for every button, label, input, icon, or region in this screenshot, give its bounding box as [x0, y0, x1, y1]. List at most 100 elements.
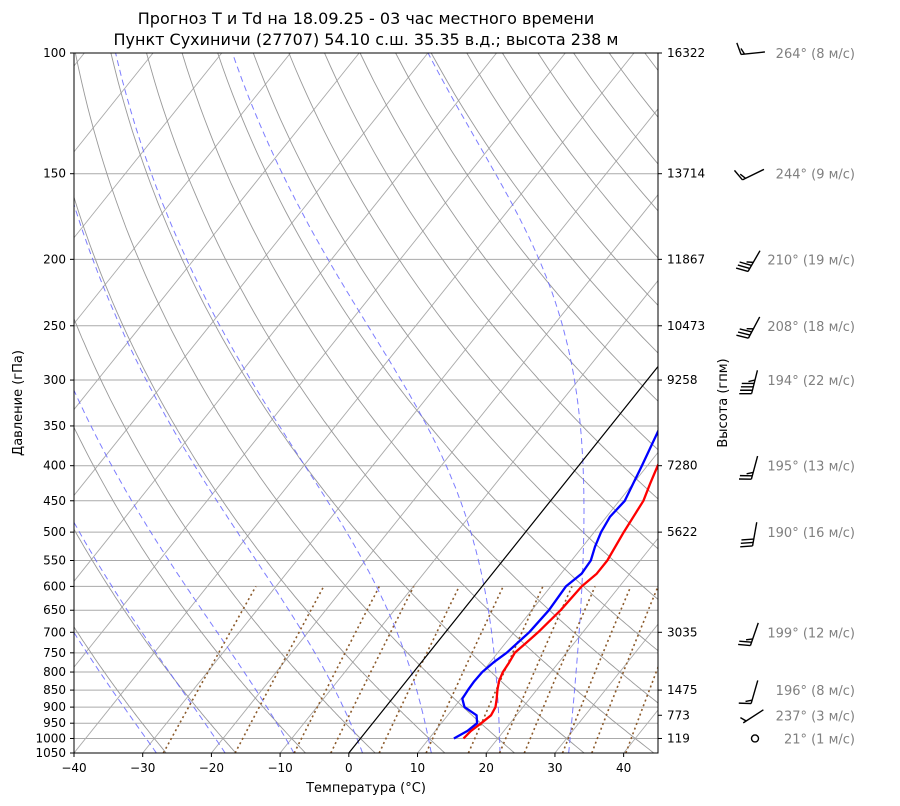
wind-label: 264° (8 м/с) — [776, 47, 855, 62]
dewpoint-profile-line — [453, 428, 658, 740]
isotherm-line — [74, 53, 566, 668]
wind-barb-stem — [749, 622, 759, 646]
moist-adiabat-line — [115, 53, 432, 753]
mixing-ratio-lines — [162, 586, 658, 753]
height-tick-label: 9258 — [667, 373, 698, 387]
pressure-tick-label: 850 — [43, 683, 66, 697]
dry-adiabat-line — [74, 528, 237, 753]
wind-barb-stem — [742, 709, 764, 724]
pressure-tick-label: 1000 — [35, 731, 66, 745]
height-tick-label: 1475 — [667, 683, 698, 697]
dry-adiabat-line — [110, 53, 585, 753]
wind-barb-feather — [739, 328, 752, 333]
moist-adiabat-line — [231, 53, 501, 753]
dry-adiabat-line — [288, 53, 658, 550]
wind-barb-feather — [733, 169, 743, 181]
pressure-tick-label: 100 — [43, 46, 66, 60]
dry-adiabat-line — [181, 53, 658, 704]
height-tick-label: 3035 — [667, 625, 698, 639]
pressure-tick-label: 800 — [43, 665, 66, 679]
moist-adiabat-line — [74, 389, 295, 753]
pressure-tick-label: 650 — [43, 603, 66, 617]
mixing-ratio-line — [162, 586, 257, 753]
pressure-tick-label: 350 — [43, 419, 66, 433]
wind-label: 21° (1 м/с) — [784, 732, 855, 747]
plot-area — [74, 53, 658, 753]
wind-barb-stem — [750, 680, 759, 704]
dry-adiabat-line — [359, 53, 658, 451]
wind-barb-feather — [736, 334, 749, 339]
isotherm-line — [417, 451, 658, 753]
height-tick-label: 5622 — [667, 525, 698, 539]
wind-barb-stem — [747, 250, 761, 272]
wind-barb-feather — [745, 638, 753, 641]
wind-barb-stem — [741, 51, 766, 56]
x-tick-label: 0 — [345, 761, 353, 775]
wind-barb-feather — [738, 643, 751, 647]
wind-barb-feather — [739, 173, 746, 179]
wind-label: 190° (16 м/с) — [767, 526, 855, 541]
dry-adiabat-line — [74, 195, 446, 753]
mixing-ratio-line — [625, 665, 658, 753]
wind-barb-stem — [750, 455, 759, 480]
wind-label: 196° (8 м/с) — [776, 684, 855, 699]
pressure-tick-label: 550 — [43, 554, 66, 568]
isotherm-line — [74, 53, 497, 582]
wind-barbs: 264° (8 м/с) 244° (9 м/с) 210° (19 м/с) 208… — [733, 42, 855, 747]
mixing-ratio-line — [378, 586, 460, 753]
height-tick-label: 13714 — [667, 167, 705, 181]
isotherm-line — [485, 537, 658, 753]
isotherm-line — [74, 53, 360, 411]
isotherm-line — [74, 53, 223, 239]
wind-label: 210° (19 м/с) — [767, 253, 855, 268]
x-tick-label: −40 — [61, 761, 86, 775]
wind-barb-stem — [750, 370, 759, 394]
isotherm-line — [554, 623, 658, 753]
wind-barb-feather — [737, 331, 751, 336]
dry-adiabat-line — [395, 53, 658, 402]
dry-adiabat-line — [252, 53, 658, 600]
height-tick-label: 119 — [667, 731, 690, 745]
wind-barb-feather — [740, 48, 746, 55]
pressure-tick-label: 1050 — [35, 746, 66, 760]
dry-adiabat-line — [74, 317, 376, 753]
wind-barb-feather — [741, 538, 754, 541]
wind-label: 208° (18 м/с) — [767, 320, 855, 335]
isotherm-line — [74, 53, 291, 325]
wind-label: 194° (22 м/с) — [767, 374, 855, 389]
x-tick-label: 30 — [547, 761, 562, 775]
pressure-tick-label: 200 — [43, 252, 66, 266]
x-tick-label: −30 — [130, 761, 155, 775]
wind-label: 199° (12 м/с) — [767, 626, 855, 641]
pressure-tick-label: 900 — [43, 700, 66, 714]
pressure-tick-label: 750 — [43, 646, 66, 660]
y-axis-label: Давление (гПа) — [11, 350, 26, 456]
dry-adiabat-line — [217, 53, 658, 652]
pressure-tick-label: 600 — [43, 579, 66, 593]
dry-adiabat-line — [324, 53, 658, 500]
x-tick-label: −20 — [199, 761, 224, 775]
height-tick-label: 16322 — [667, 46, 705, 60]
pressure-tick-label: 300 — [43, 373, 66, 387]
pressure-axis-ticks: 100 150 200 250 300 350 400 450 500 550 600 650 700 7… — [35, 46, 74, 760]
wind-calm-circle — [750, 734, 760, 743]
pressure-tick-label: 400 — [43, 459, 66, 473]
wind-barb-feather — [740, 716, 747, 722]
dry-adiabat-line — [74, 53, 515, 753]
wind-label: 244° (9 м/с) — [776, 168, 855, 183]
isotherm-line — [74, 53, 429, 497]
wind-barb-stem — [747, 316, 761, 339]
x-tick-label: 20 — [479, 761, 494, 775]
dry-adiabat-line — [430, 53, 658, 354]
height-tick-label: 10473 — [667, 319, 705, 333]
mixing-ratio-line — [591, 586, 658, 753]
pressure-tick-label: 450 — [43, 494, 66, 508]
pressure-tick-label: 250 — [43, 319, 66, 333]
pressure-tick-label: 700 — [43, 625, 66, 639]
x-tick-label: 40 — [616, 761, 631, 775]
isobar-gridlines — [74, 53, 658, 753]
sounding-profiles — [453, 428, 658, 740]
wind-barb-feather — [748, 379, 756, 383]
